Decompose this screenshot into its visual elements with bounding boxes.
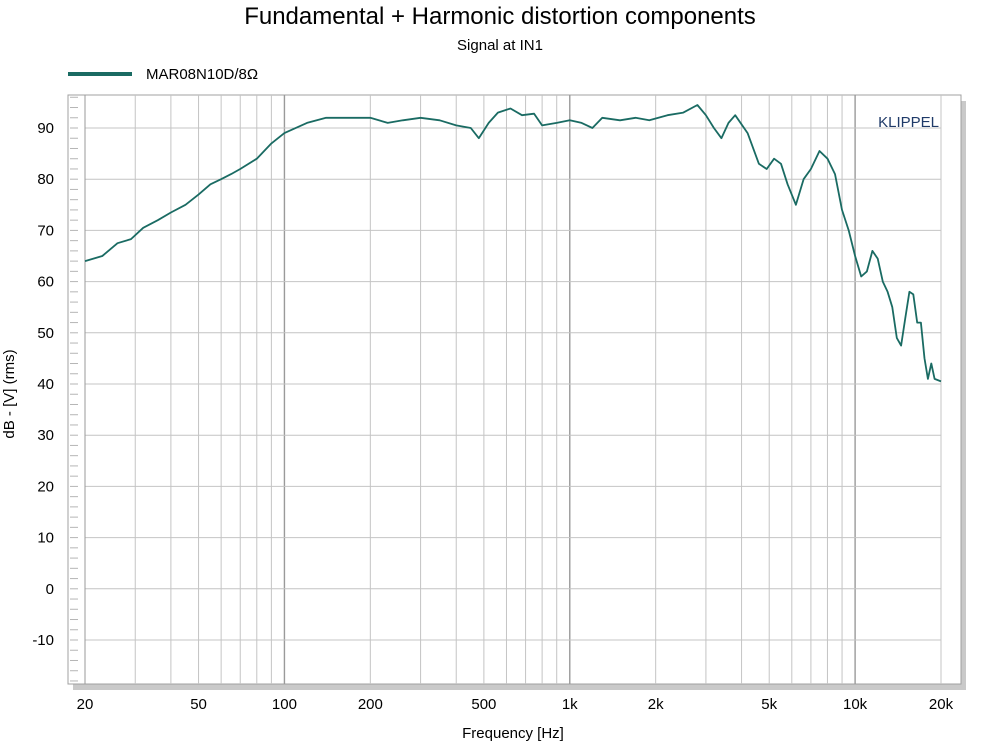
x-tick-label: 50 [190, 696, 207, 713]
series-line [84, 104, 942, 383]
y-minor-ticks [70, 96, 78, 682]
y-tick-label: 50 [37, 325, 54, 342]
x-tick-label: 5k [761, 696, 777, 713]
y-tick-label: 10 [37, 530, 54, 547]
y-tick-labels: 90 80 70 60 50 40 30 20 10 0 -10 [32, 120, 54, 649]
x-tick-label: 1k [562, 696, 578, 713]
plot-area [67, 94, 962, 685]
legend-swatch [68, 72, 132, 76]
x-tick-labels: 20 50 100 200 500 1k 2k 5k 10k 20k [77, 696, 954, 713]
watermark-label: KLIPPEL [878, 114, 939, 131]
x-tick-label: 100 [272, 696, 297, 713]
x-tick-label: 20k [929, 696, 954, 713]
y-tick-label: 60 [37, 274, 54, 291]
x-axis-label: Frequency [Hz] [462, 725, 564, 742]
y-tick-label: -10 [32, 632, 54, 649]
legend: MAR08N10D/8Ω [68, 64, 258, 84]
y-tick-label: 70 [37, 222, 54, 239]
y-tick-label: 30 [37, 427, 54, 444]
y-tick-label: 90 [37, 120, 54, 137]
y-axis-label: dB - [V] (rms) [1, 349, 18, 438]
y-tick-label: 40 [37, 376, 54, 393]
series-layer [84, 104, 942, 383]
x-tick-label: 20 [77, 696, 94, 713]
y-tick-label: 80 [37, 171, 54, 188]
x-tick-label: 2k [648, 696, 664, 713]
x-tick-label: 200 [358, 696, 383, 713]
grid-lines [84, 95, 942, 684]
y-tick-label: 0 [46, 581, 54, 598]
x-tick-label: 10k [843, 696, 868, 713]
legend-label: MAR08N10D/8Ω [146, 65, 259, 83]
x-tick-label: 500 [471, 696, 496, 713]
chart-subtitle: Signal at IN1 [457, 37, 543, 54]
y-tick-label: 20 [37, 478, 54, 495]
chart-title: Fundamental + Harmonic distortion compon… [244, 3, 756, 30]
